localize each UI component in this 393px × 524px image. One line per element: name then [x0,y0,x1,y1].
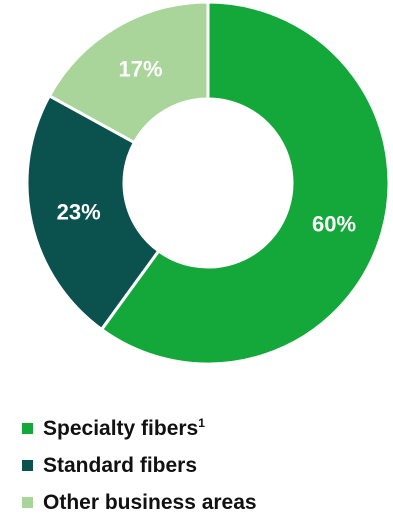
slice-label-other-business-areas: 17% [119,56,163,81]
donut-slices [25,0,391,366]
donut-chart: 60% 23% 17% [25,0,391,366]
legend-label-other-business-areas: Other business areas [43,490,257,514]
legend-swatch-other-business-areas [22,497,33,508]
legend-item-standard-fibers: Standard fibers [22,447,257,484]
legend-footnote-specialty-fibers: 1 [198,415,205,430]
legend-label-specialty-fibers: Specialty fibers [43,416,199,440]
legend-label-standard-fibers: Standard fibers [43,453,198,477]
slice-specialty-fibers [100,0,391,366]
slice-standard-fibers [25,94,161,331]
legend-swatch-specialty-fibers [22,423,33,434]
legend-item-other-business-areas: Other business areas [22,484,257,521]
legend-item-specialty-fibers: Specialty fibers1 [22,410,257,447]
slice-other-business-areas [47,0,210,145]
legend-swatch-standard-fibers [22,460,33,471]
slice-label-specialty-fibers: 60% [312,211,356,236]
slice-label-standard-fibers: 23% [57,199,101,224]
legend: Specialty fibers1 Standard fibers Other … [22,410,257,521]
slice-labels: 60% 23% 17% [57,56,356,236]
